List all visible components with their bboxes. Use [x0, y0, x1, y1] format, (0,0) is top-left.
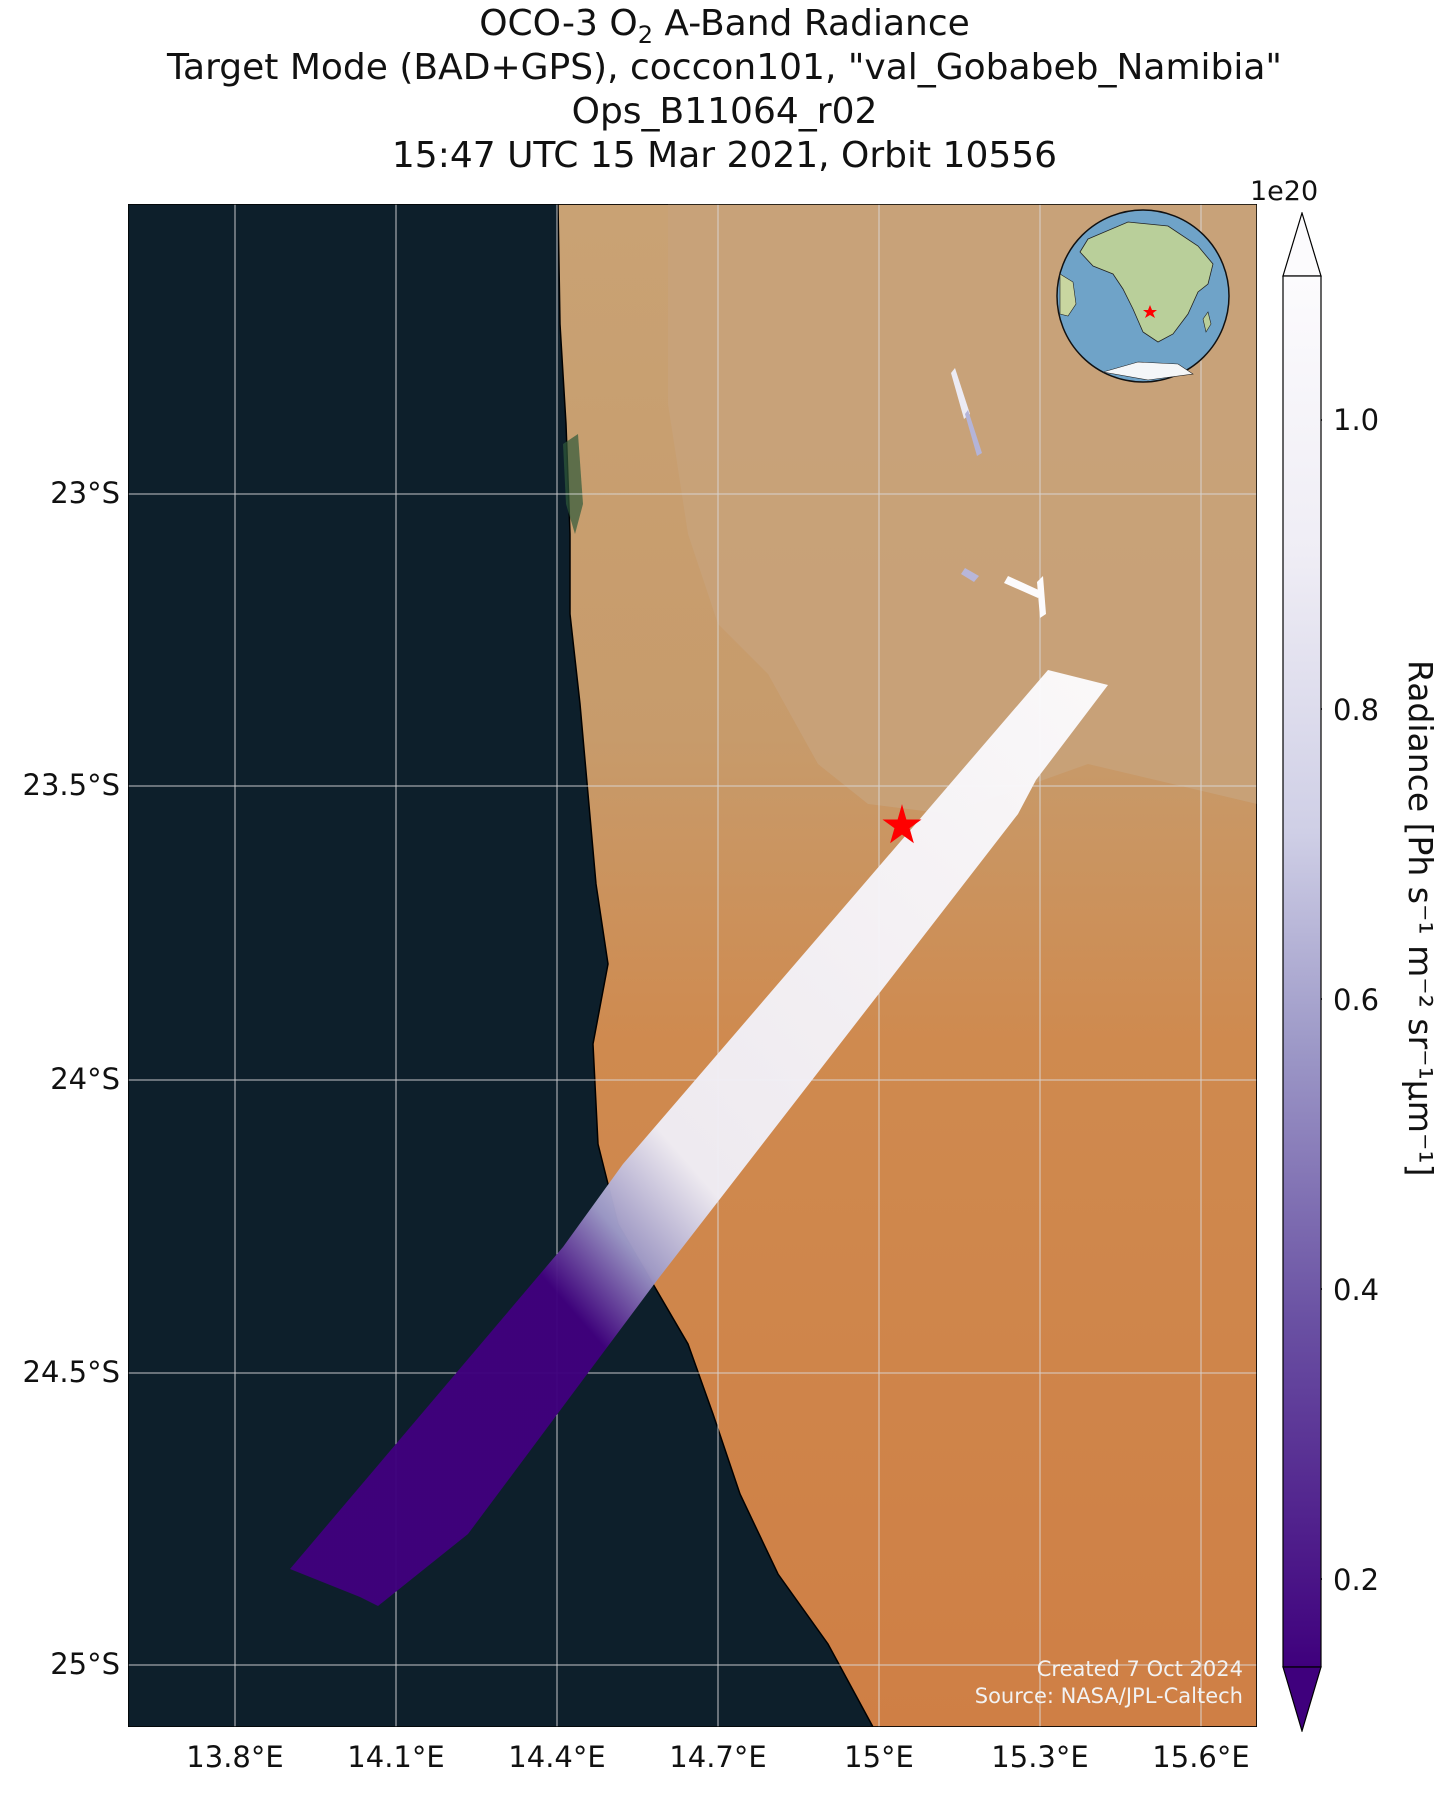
radiance-sounding-patch [961, 568, 979, 582]
lon-label-15-6e: 15.6°E [1152, 1740, 1250, 1774]
lon-label-15e: 15°E [844, 1740, 914, 1774]
south-america-edge [1059, 273, 1077, 317]
lon-label-14-1e: 14.1°E [347, 1740, 445, 1774]
inset-globe [1056, 209, 1230, 383]
lat-label-23s: 23°S [50, 476, 120, 510]
radiance-sounding-patch [951, 368, 970, 419]
colorbar[interactable] [1282, 212, 1322, 1732]
coastal-vegetation [563, 434, 583, 534]
madagascar [1202, 311, 1212, 333]
lat-label-23-5s: 23.5°S [22, 768, 120, 802]
africa-landmass [1079, 221, 1214, 343]
radiance-swath[interactable] [290, 670, 1108, 1606]
credit-line-2: Source: NASA/JPL-Caltech [975, 1684, 1243, 1708]
colorbar-label: Radiance [Ph s⁻¹ m⁻² sr⁻¹μm⁻¹] [1401, 660, 1440, 1177]
radiance-sounding-patch [1004, 576, 1043, 598]
graticule [128, 204, 1257, 1727]
radiance-sounding-patch [965, 410, 982, 456]
title-line1: OCO-3 O2 A-Band Radiance [479, 3, 970, 50]
title-line4: 15:47 UTC 15 Mar 2021, Orbit 10556 [391, 135, 1058, 176]
target-site-marker[interactable] [882, 804, 922, 844]
colorbar-tick-0-6: 0.6 [1333, 983, 1380, 1017]
colorbar-tick-0-2: 0.2 [1333, 1563, 1380, 1597]
title-line2: Target Mode (BAD+GPS), coccon101, "val_G… [167, 47, 1282, 88]
lon-label-14-7e: 14.7°E [669, 1740, 767, 1774]
title-line3: Ops_B11064_r02 [571, 91, 878, 132]
colorbar-tick-1-0: 1.0 [1333, 403, 1380, 437]
lon-label-13-8e: 13.8°E [186, 1740, 284, 1774]
lat-label-25s: 25°S [50, 1647, 120, 1681]
lat-label-24-5s: 24.5°S [22, 1355, 120, 1389]
lon-label-14-4e: 14.4°E [508, 1740, 606, 1774]
colorbar-tick-0-8: 0.8 [1333, 693, 1380, 727]
lon-label-15-3e: 15.3°E [991, 1740, 1089, 1774]
antarctica [1102, 361, 1194, 381]
map[interactable]: Created 7 Oct 2024 Source: NASA/JPL-Calt… [128, 204, 1257, 1727]
lat-label-24s: 24°S [50, 1062, 120, 1096]
inset-target-marker [1143, 305, 1157, 318]
credit-line-1: Created 7 Oct 2024 [1037, 1657, 1243, 1681]
colorbar-tick-0-4: 0.4 [1333, 1273, 1380, 1307]
colorbar-multiplier: 1e20 [1250, 176, 1319, 207]
radiance-sounding-patch [1037, 576, 1046, 618]
